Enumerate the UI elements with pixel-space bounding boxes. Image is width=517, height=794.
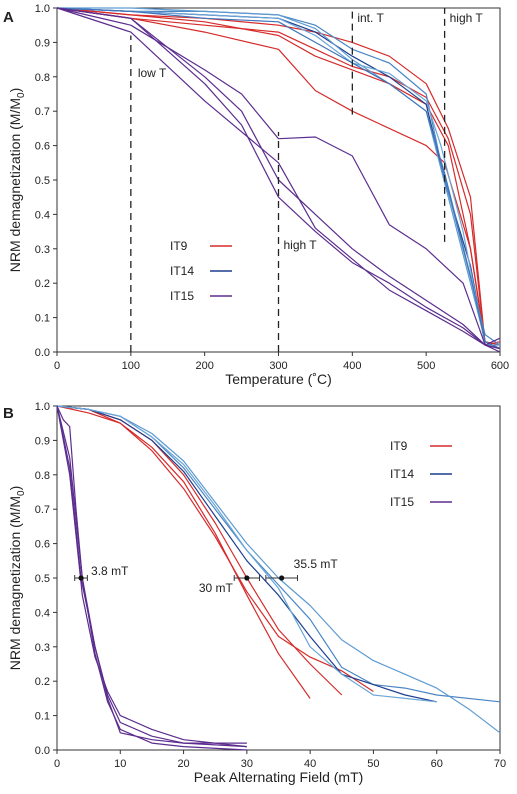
median-field-label: 30 mT [199,581,234,595]
y-tick-label: 0.8 [35,72,50,84]
x-tick-label: 0 [54,758,60,770]
series-line-it14 [56,405,437,703]
series-line-it14 [56,7,501,346]
y-tick-label: 0.9 [35,37,50,49]
y-tick-label: 0.7 [35,106,50,118]
y-tick-label: 0.7 [35,504,50,516]
x-tick-label: 200 [195,360,213,372]
series-line-it15 [56,7,501,350]
x-tick-label: 600 [491,360,509,372]
y-tick-label: 0.3 [35,642,50,654]
median-field-point [78,575,84,581]
y-axis-label-sub: 0 [16,490,27,496]
y-axis-label-tail: ) [7,486,23,491]
temperature-range-label: int. T [357,11,384,25]
y-tick-label: 0.5 [35,175,50,187]
x-tick-label: 70 [494,758,506,770]
panel-a: A 0 100 200 300 400 500 600 0.0 0.1 0.2 0.3 0.4 0.5 0.… [3,3,509,387]
y-tick-label: 0.9 [35,435,50,447]
series-line-it15 [56,405,247,744]
temperature-range-label: high T [284,238,318,252]
y-axis-label-main: NRM demagnetization (M/M [7,496,23,670]
series-line-it9 [56,7,501,346]
y-axis-label-tail: ) [7,88,23,93]
y-axis-label-sub: 0 [16,92,27,98]
x-tick-label: 50 [367,758,379,770]
y-tick-label: 1.0 [35,401,50,413]
median-field-label: 3.8 mT [91,564,129,578]
y-tick-label: 0.2 [35,278,50,290]
series-line-it9 [56,405,374,693]
x-tick-label: 10 [114,758,126,770]
y-tick-label: 1.0 [35,3,50,15]
legend-label: IT14 [170,264,194,278]
x-tick-label: 300 [269,360,287,372]
series-line-it14 [56,405,501,703]
series-line-it15 [56,7,501,353]
x-axis-label: Temperature (˚C) [225,371,332,387]
x-axis-label: Peak Alternating Field (mT) [194,769,364,785]
y-tick-label: 0.1 [35,313,50,325]
y-axis-label: NRM demagnetization (M/M0) [7,486,27,671]
series-line-it9 [56,405,311,699]
temperature-range-label: low T [138,66,167,80]
y-tick-label: 0.6 [35,539,50,551]
median-field-point [279,575,285,581]
series-line-it15 [56,7,501,350]
x-tick-label: 100 [122,360,140,372]
temperature-range-label: high T [450,11,484,25]
y-tick-label: 0.1 [35,711,50,723]
legend-label: IT9 [390,439,408,453]
y-tick-label: 0.4 [35,607,50,619]
x-tick-label: 30 [241,758,253,770]
panel-b: B 0 10 20 30 40 50 60 70 0.0 0.1 0.2 0.3 0.4 0.5 0.6 0.7… [3,401,506,785]
panel-letter: A [3,9,14,26]
y-tick-label: 0.2 [35,676,50,688]
y-tick-label: 0.0 [35,745,50,757]
x-tick-label: 0 [54,360,60,372]
panel-letter: B [3,405,14,422]
series-line-it15 [56,7,501,346]
series-line-it9 [56,405,343,696]
series-line-it14 [56,405,437,703]
series-line-it15 [56,405,247,751]
series-line-it14 [56,7,501,350]
x-tick-label: 20 [177,758,189,770]
y-tick-label: 0.4 [35,209,50,221]
series-line-it14 [57,7,501,350]
y-tick-label: 0.3 [35,244,50,256]
series-line-it15 [56,405,247,748]
y-tick-label: 0.8 [35,470,50,482]
x-tick-label: 500 [417,360,435,372]
x-tick-label: 400 [343,360,361,372]
legend-label: IT15 [390,495,414,509]
y-axis-label: NRM demagnetization (M/M0) [7,88,27,273]
median-field-label: 35.5 mT [294,557,339,571]
y-tick-label: 0.6 [35,141,50,153]
series-line-it9 [56,7,501,346]
series-line-it15 [56,405,247,748]
median-field-point [244,575,250,581]
series-line-it14 [56,7,500,346]
x-tick-label: 40 [304,758,316,770]
x-tick-label: 60 [431,758,443,770]
legend-label: IT14 [390,467,414,481]
y-tick-label: 0.5 [35,573,50,585]
legend-label: IT9 [170,239,188,253]
y-tick-label: 0.0 [35,347,50,359]
y-axis-label-main: NRM demagnetization (M/M [7,98,23,272]
legend-label: IT15 [170,289,194,303]
